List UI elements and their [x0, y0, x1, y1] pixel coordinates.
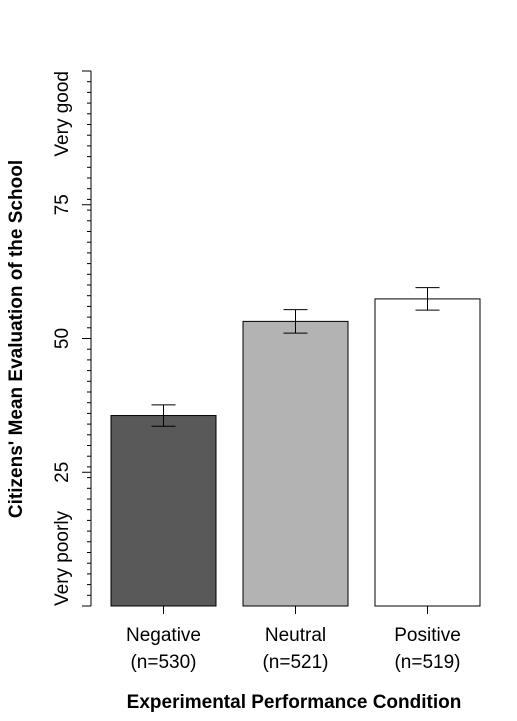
y-tick-label: Very good [52, 71, 73, 157]
x-tick-sample-size: (n=519) [394, 652, 460, 673]
x-axis-title: Experimental Performance Condition [127, 692, 462, 713]
y-tick-label: Very poorly [52, 510, 73, 606]
y-tick-label: 75 [52, 194, 73, 215]
bar-neutral [242, 320, 349, 607]
x-tick-label: Negative [126, 625, 201, 646]
bar-positive [374, 298, 481, 607]
x-tick-label: Positive [394, 625, 461, 646]
x-axis: Negative (n=530) Neutral (n=521) Positive (n=… [126, 606, 461, 673]
y-axis-title: Citizens' Mean Evaluation of the School [6, 160, 27, 518]
x-tick-sample-size: (n=521) [262, 652, 328, 673]
x-tick-label: Neutral [265, 625, 326, 646]
x-tick-sample-size: (n=530) [130, 652, 196, 673]
y-tick-label: 50 [52, 328, 73, 349]
y-tick-label: 25 [52, 462, 73, 483]
bar-negative [110, 415, 217, 607]
bars-group [110, 287, 481, 607]
y-axis: Very poorly 25 50 75 Very good [52, 70, 92, 607]
